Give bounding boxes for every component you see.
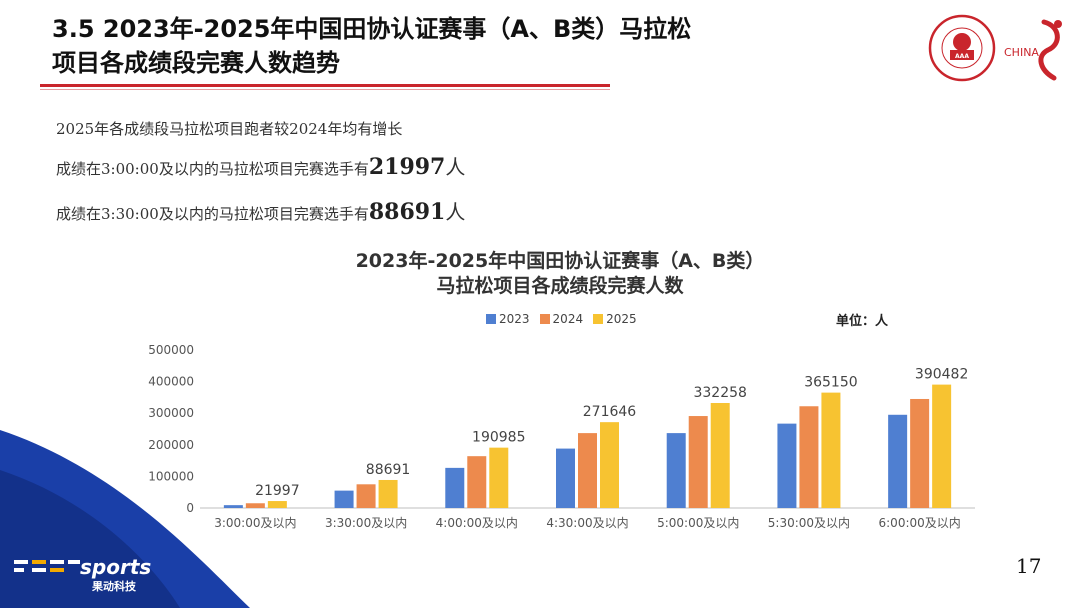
- x-tick-label: 4:30:00及以内: [546, 516, 628, 530]
- bar-2024-3: [578, 433, 597, 508]
- note-line-2-unit: 人: [445, 155, 466, 179]
- bar-2025-0: [267, 501, 287, 508]
- note-line-2-prefix: 成绩在3:00:00及以内的马拉松项目完赛选手有: [56, 160, 369, 178]
- note-line-2: 成绩在3:00:00及以内的马拉松项目完赛选手有21997人: [56, 151, 465, 180]
- y-tick-label: 300000: [148, 406, 194, 420]
- china-athletics-logo: CHINA: [1004, 19, 1062, 81]
- data-label: 88691: [366, 462, 411, 478]
- legend-label-2023: 2023: [499, 312, 530, 326]
- legend-item-2023: 2023: [486, 312, 530, 326]
- legend-swatch-2025: [593, 314, 604, 324]
- note-line-1: 2025年各成绩段马拉松项目跑者较2024年均有增长: [56, 120, 403, 138]
- bar-2025-1: [378, 479, 398, 508]
- caa-logo: AAA: [928, 14, 996, 82]
- bar-2023-1: [334, 490, 354, 508]
- legend-label-2025: 2025: [606, 312, 637, 326]
- bar-2023-3: [556, 448, 575, 508]
- bar-2024-5: [799, 406, 819, 508]
- note-line-3: 成绩在3:30:00及以内的马拉松项目完赛选手有88691人: [56, 196, 465, 225]
- note-line-3-unit: 人: [445, 200, 466, 224]
- x-tick-label: 4:00:00及以内: [436, 516, 518, 530]
- page-number: 17: [1016, 554, 1042, 578]
- y-tick-label: 400000: [148, 375, 194, 389]
- legend-item-2024: 2024: [539, 312, 584, 326]
- brand-subtitle: 果动科技: [92, 580, 136, 593]
- x-tick-label: 3:30:00及以内: [325, 516, 407, 530]
- chart-title: 2023年-2025年中国田协认证赛事（A、B类）: [355, 250, 765, 272]
- chart-unit-label: 单位：人: [836, 314, 889, 329]
- bar-2024-2: [467, 456, 487, 508]
- svg-text:AAA: AAA: [955, 53, 969, 60]
- legend-swatch-2023: [486, 314, 496, 324]
- bar-2023-5: [777, 423, 797, 508]
- data-label: 21997: [255, 483, 300, 499]
- title-underline: [40, 84, 610, 87]
- bar-2024-4: [688, 416, 708, 508]
- bar-2023-0: [223, 505, 243, 508]
- chart-legend: 2023 2024 2025: [486, 312, 637, 326]
- bar-2024-1: [356, 484, 376, 508]
- y-tick-label: 500000: [148, 343, 194, 357]
- data-label: 190985: [472, 430, 525, 446]
- bar-2023-6: [888, 414, 908, 508]
- x-tick-label: 5:00:00及以内: [657, 516, 739, 530]
- bar-2025-5: [821, 392, 841, 508]
- legend-label-2024: 2024: [552, 312, 584, 326]
- bar-2025-4: [710, 403, 730, 508]
- bar-2025-2: [489, 447, 509, 508]
- legend-item-2025: 2025: [593, 312, 637, 326]
- data-label: 271646: [583, 404, 637, 420]
- x-tick-label: 3:00:00及以内: [214, 516, 296, 530]
- note-line-3-prefix: 成绩在3:30:00及以内的马拉松项目完赛选手有: [56, 205, 369, 223]
- y-tick-label: 200000: [148, 438, 194, 452]
- data-label: 332258: [693, 385, 746, 401]
- note-line-3-number: 88691: [368, 199, 446, 225]
- legend-swatch-2024: [539, 314, 550, 324]
- note-line-2-number: 21997: [368, 154, 446, 180]
- title-line-2: 项目各成绩段完赛人数趋势: [52, 49, 340, 77]
- data-label: 390482: [915, 367, 968, 383]
- bar-2024-0: [245, 503, 265, 508]
- chart-subtitle: 马拉松项目各成绩段完赛人数: [436, 275, 684, 297]
- data-label: 365150: [804, 375, 857, 391]
- y-tick-label: 100000: [148, 469, 194, 483]
- bar-2025-6: [932, 384, 952, 508]
- bar-2023-4: [666, 433, 686, 508]
- page-title: 3.5 2023年-2025年中国田协认证赛事（A、B类）马拉松 项目各成绩段完…: [52, 12, 691, 80]
- y-tick-label: 0: [186, 501, 194, 515]
- brand-text: sports: [80, 555, 151, 579]
- china-logo-text: CHINA: [1004, 46, 1039, 59]
- bar-2024-6: [910, 398, 930, 508]
- sports-brand-logo: sports: [14, 555, 151, 579]
- bar-2023-2: [445, 467, 465, 508]
- x-tick-label: 6:00:00及以内: [879, 516, 961, 530]
- title-underline-thin: [40, 89, 610, 90]
- bar-2025-3: [600, 422, 619, 508]
- bar-chart: 0 100000 200000 300000 400000 500000 21997 3:00…: [148, 343, 975, 530]
- x-tick-label: 5:30:00及以内: [768, 516, 850, 530]
- title-line-1: 3.5 2023年-2025年中国田协认证赛事（A、B类）马拉松: [52, 15, 692, 43]
